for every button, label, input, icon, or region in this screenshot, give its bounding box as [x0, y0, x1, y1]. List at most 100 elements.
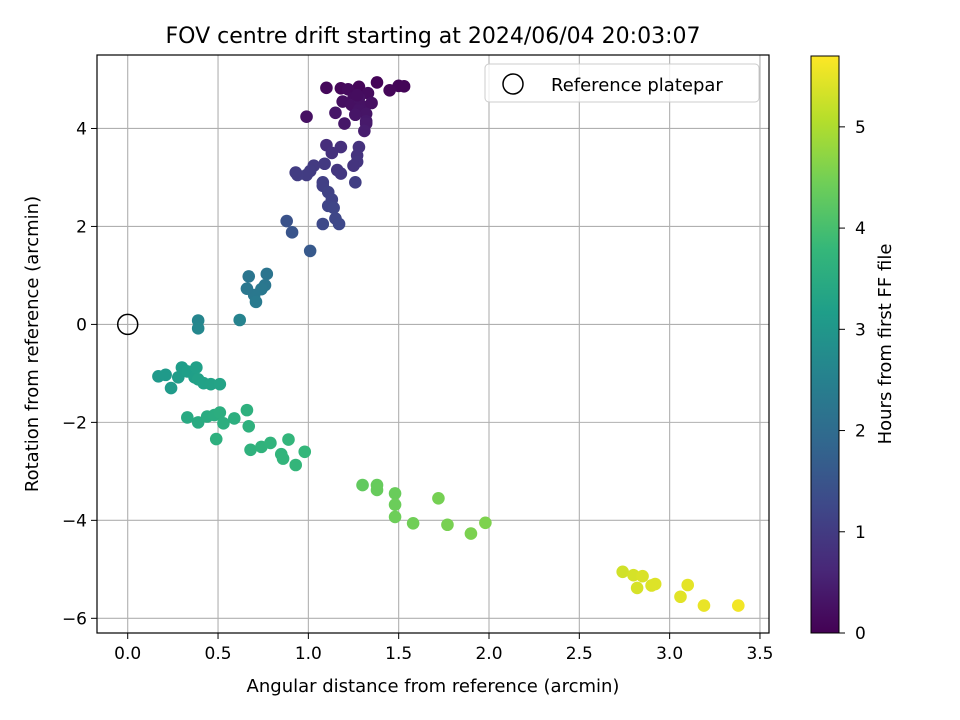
data-point — [350, 88, 364, 102]
data-point — [285, 226, 299, 239]
data-point — [190, 361, 203, 374]
colorbar-label: Hours from first FF file — [875, 244, 896, 445]
data-point — [388, 487, 402, 500]
data-point — [356, 478, 369, 492]
data-point — [616, 565, 629, 579]
data-points — [152, 76, 745, 612]
data-point — [397, 80, 411, 93]
y-axis-label: Rotation from reference (arcmin) — [22, 196, 43, 492]
data-point — [213, 377, 227, 391]
colorbar-tick-label: 4 — [855, 219, 866, 239]
data-point — [191, 416, 205, 429]
x-axis-ticks: 0.0 0.5 1.0 1.5 2.0 2.5 3.0 3.5 — [114, 633, 773, 664]
data-point — [681, 578, 695, 592]
data-point — [209, 432, 223, 446]
colorbar-tick-label: 2 — [855, 422, 866, 442]
x-tick-label: 3.0 — [656, 644, 683, 664]
data-point — [249, 295, 263, 309]
data-point — [289, 166, 303, 179]
data-point — [213, 406, 227, 419]
data-point — [636, 569, 649, 583]
data-point — [300, 168, 313, 182]
x-tick-label: 1.0 — [295, 644, 322, 664]
data-point — [260, 267, 274, 281]
chart-title: FOV centre drift starting at 2024/06/04 … — [166, 24, 701, 49]
colorbar-tick-label: 5 — [855, 118, 866, 138]
data-point — [479, 516, 492, 530]
data-point — [334, 140, 348, 154]
data-point — [217, 417, 230, 430]
data-point — [388, 510, 402, 524]
y-tick-label: 0 — [76, 315, 87, 335]
colorbar-gradient — [810, 55, 840, 634]
legend-box — [484, 63, 760, 103]
data-point — [441, 518, 454, 532]
data-point — [383, 83, 396, 97]
x-axis-label: Angular distance from reference (arcmin) — [247, 676, 620, 697]
data-point — [240, 282, 254, 295]
data-point — [648, 577, 662, 591]
data-point — [191, 322, 205, 335]
data-point — [298, 445, 312, 459]
data-point — [300, 110, 313, 124]
data-point — [242, 270, 256, 283]
data-point — [731, 599, 745, 612]
x-tick-label: 1.5 — [385, 644, 412, 664]
data-point — [318, 157, 331, 171]
data-point — [349, 176, 362, 189]
data-point — [242, 419, 256, 433]
plot-frame — [96, 54, 770, 634]
data-point — [233, 313, 247, 327]
y-tick-label: 4 — [76, 119, 87, 139]
colorbar-tick-label: 3 — [855, 320, 866, 340]
data-point — [181, 411, 194, 424]
data-point — [227, 412, 241, 425]
data-point — [358, 124, 371, 138]
x-tick-label: 2.5 — [566, 644, 593, 664]
data-point — [370, 76, 384, 89]
data-point — [316, 217, 330, 231]
colorbar-ticks: 0 1 2 3 4 5 — [839, 118, 866, 644]
y-tick-label: −6 — [62, 609, 87, 629]
data-point — [240, 403, 254, 417]
data-point — [674, 590, 687, 604]
y-axis-ticks: −6 −4 −2 0 2 4 — [62, 119, 97, 629]
data-point — [349, 108, 362, 122]
data-point — [280, 214, 293, 228]
data-point — [365, 96, 378, 110]
grid-lines — [97, 55, 769, 633]
legend-label: Reference platepar — [551, 75, 723, 96]
colorbar-tick-label: 1 — [855, 523, 866, 543]
colorbar: 0 1 2 3 4 5 Hours from first FF file — [810, 55, 896, 644]
legend-marker-open-circle — [502, 73, 524, 95]
data-point — [697, 599, 711, 612]
data-point — [289, 458, 303, 472]
data-point — [171, 371, 185, 384]
y-tick-label: 2 — [76, 217, 87, 237]
data-point — [388, 498, 402, 511]
data-point — [164, 381, 178, 395]
data-point — [630, 581, 644, 595]
colorbar-tick-label: 0 — [855, 624, 866, 644]
data-point — [327, 201, 340, 215]
data-point — [464, 527, 478, 540]
data-point — [332, 217, 346, 231]
data-point — [334, 167, 348, 180]
data-point — [347, 159, 360, 173]
data-point — [204, 377, 218, 391]
data-point — [282, 433, 295, 446]
reference-platepar-point — [116, 313, 139, 336]
x-tick-label: 0.5 — [205, 644, 232, 664]
data-point — [276, 452, 290, 465]
data-point — [329, 106, 342, 120]
x-tick-label: 0.0 — [114, 644, 141, 664]
data-point — [370, 483, 384, 497]
data-point — [432, 491, 445, 505]
reference-marker — [116, 313, 139, 336]
data-point — [406, 516, 420, 530]
data-point — [244, 443, 257, 457]
legend: Reference platepar — [484, 63, 760, 103]
data-point — [325, 146, 339, 160]
y-tick-label: −2 — [62, 413, 87, 433]
